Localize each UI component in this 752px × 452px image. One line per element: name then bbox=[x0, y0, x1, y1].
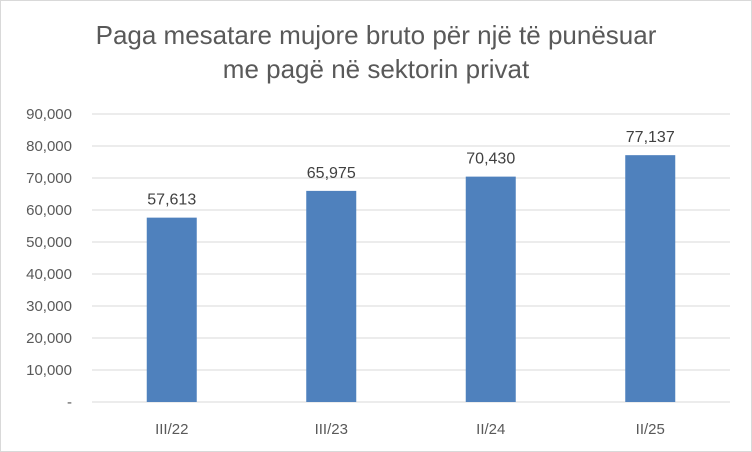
y-axis-tick-labels: - 10,000 20,000 30,000 40,000 50,000 60,000 70,… bbox=[26, 106, 72, 411]
y-tick-label: 50,000 bbox=[26, 234, 72, 251]
y-tick-label: 70,000 bbox=[26, 170, 72, 187]
y-tick-label: 40,000 bbox=[26, 266, 72, 283]
data-labels: 57,613 65,975 70,430 77,137 bbox=[147, 129, 675, 208]
x-tick-label: III/22 bbox=[155, 421, 188, 438]
bar bbox=[625, 155, 676, 402]
chart-title-line-2: me pagë në sektorin privat bbox=[222, 54, 530, 84]
y-tick-label: 90,000 bbox=[26, 106, 72, 123]
gridlines bbox=[92, 113, 730, 403]
x-tick-label: II/24 bbox=[476, 421, 505, 438]
data-label: 70,430 bbox=[466, 151, 515, 168]
bar bbox=[465, 176, 516, 402]
y-tick-label: 10,000 bbox=[26, 362, 72, 379]
x-tick-label: II/25 bbox=[636, 421, 665, 438]
data-label: 57,613 bbox=[147, 192, 196, 209]
y-tick-label: 60,000 bbox=[26, 202, 72, 219]
x-axis-tick-labels: III/22 III/23 II/24 II/25 bbox=[155, 421, 665, 438]
bar bbox=[146, 217, 197, 402]
chart-title-line-1: Paga mesatare mujore bruto për një të pu… bbox=[95, 20, 657, 50]
y-tick-label: 80,000 bbox=[26, 138, 72, 155]
chart-title: Paga mesatare mujore bruto për një të pu… bbox=[0, 18, 752, 86]
y-tick-label: 20,000 bbox=[26, 330, 72, 347]
bar bbox=[306, 190, 357, 402]
data-label: 77,137 bbox=[626, 129, 675, 146]
data-label: 65,975 bbox=[307, 165, 356, 182]
y-tick-label: 30,000 bbox=[26, 298, 72, 315]
x-tick-label: III/23 bbox=[315, 421, 348, 438]
bars bbox=[146, 155, 676, 402]
y-tick-label: - bbox=[67, 394, 72, 411]
